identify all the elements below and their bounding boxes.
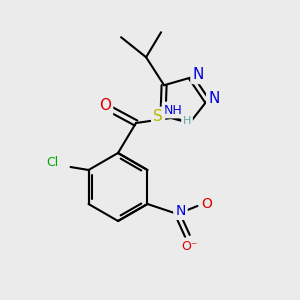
Text: N: N: [208, 91, 220, 106]
Text: NH: NH: [164, 103, 182, 116]
Text: O⁻: O⁻: [181, 239, 198, 253]
Text: N: N: [175, 204, 186, 218]
Text: H: H: [183, 116, 191, 126]
Text: N: N: [193, 67, 204, 82]
Text: Cl: Cl: [46, 157, 59, 169]
Text: S: S: [153, 109, 163, 124]
Text: O: O: [99, 98, 111, 113]
Text: O: O: [201, 197, 212, 211]
